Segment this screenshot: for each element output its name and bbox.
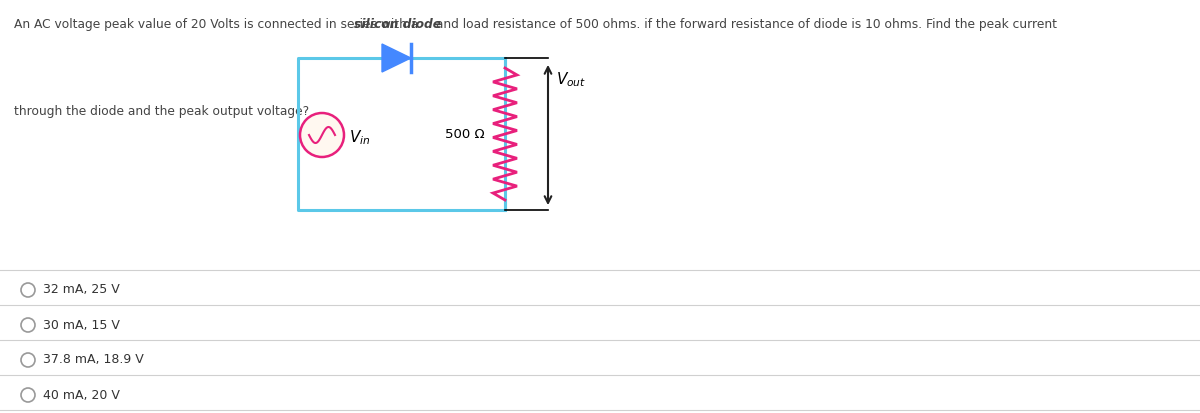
Text: through the diode and the peak output voltage?: through the diode and the peak output vo… <box>14 105 310 118</box>
Text: 500 Ω: 500 Ω <box>445 128 485 140</box>
Text: 40 mA, 20 V: 40 mA, 20 V <box>43 389 120 401</box>
Polygon shape <box>382 44 410 72</box>
Bar <box>298 58 505 210</box>
Text: $V_{in}$: $V_{in}$ <box>349 129 371 147</box>
Text: silicon diode: silicon diode <box>354 18 442 31</box>
Text: $V_{out}$: $V_{out}$ <box>556 71 587 89</box>
Text: An AC voltage peak value of 20 Volts is connected in series with a: An AC voltage peak value of 20 Volts is … <box>14 18 422 31</box>
Text: 37.8 mA, 18.9 V: 37.8 mA, 18.9 V <box>43 354 144 366</box>
Text: 30 mA, 15 V: 30 mA, 15 V <box>43 318 120 332</box>
Circle shape <box>300 113 344 157</box>
Text: 32 mA, 25 V: 32 mA, 25 V <box>43 283 120 297</box>
Text: and load resistance of 500 ohms. if the forward resistance of diode is 10 ohms. : and load resistance of 500 ohms. if the … <box>432 18 1057 31</box>
